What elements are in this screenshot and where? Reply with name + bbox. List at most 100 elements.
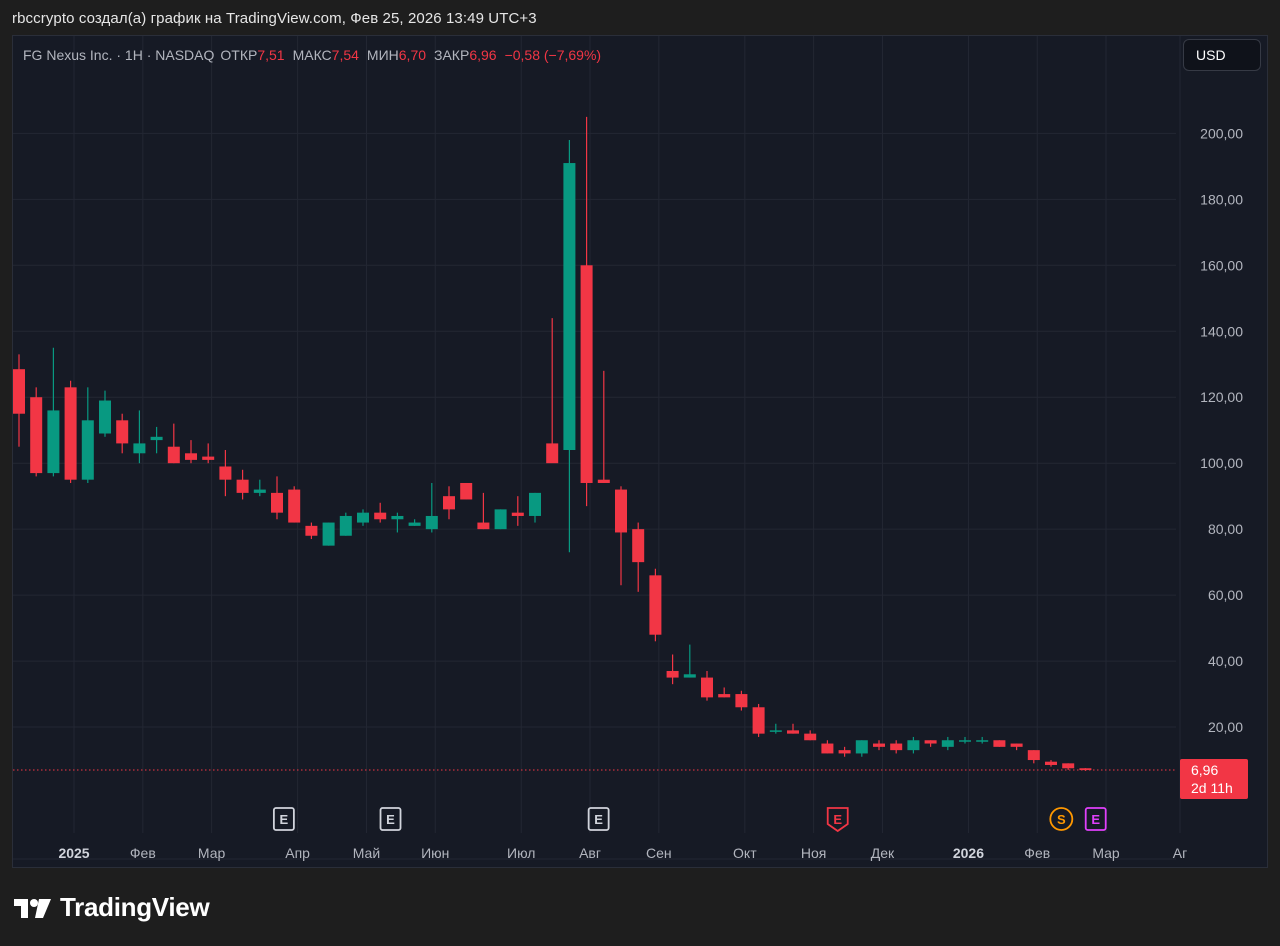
- y-tick-label: 40,00: [1208, 653, 1243, 669]
- earnings-event-icon[interactable]: E: [1084, 807, 1107, 831]
- close-value: 6,96: [469, 47, 497, 63]
- chart-legend: FG Nexus Inc. · 1H · NASDAQ ОТКР7,51 МАКС7…: [23, 47, 601, 63]
- candle-body: [838, 750, 851, 754]
- candle-body: [1079, 768, 1092, 771]
- tradingview-logo[interactable]: TradingView: [14, 892, 210, 923]
- event-marker-label: E: [386, 812, 395, 827]
- candle-body: [64, 387, 77, 480]
- x-tick-label: Июн: [421, 845, 449, 861]
- candle-body: [735, 694, 748, 708]
- candle-body: [683, 674, 696, 678]
- x-tick-label: Мар: [1092, 845, 1120, 861]
- open-label: ОТКР: [220, 47, 258, 63]
- symbol-title[interactable]: FG Nexus Inc. · 1H · NASDAQ: [23, 47, 215, 63]
- x-tick-label: Ноя: [801, 845, 826, 861]
- candle-body: [993, 740, 1006, 747]
- high-value: 7,54: [331, 47, 359, 63]
- event-marker-shield: [826, 807, 849, 833]
- candle-body: [821, 743, 834, 754]
- x-tick-label: Июл: [507, 845, 535, 861]
- candle-body: [305, 525, 318, 536]
- candle-body: [1062, 763, 1075, 769]
- candle-body: [632, 529, 645, 563]
- candle-body: [339, 515, 352, 536]
- event-marker-label: E: [594, 812, 603, 827]
- candle-body: [322, 522, 335, 546]
- low-label: МИН: [366, 47, 399, 63]
- bar-countdown: 2d 11h: [1191, 780, 1233, 796]
- y-tick-label: 180,00: [1200, 191, 1243, 207]
- candle-body: [81, 420, 94, 480]
- candle-body: [511, 512, 524, 516]
- event-marker-box: [272, 807, 295, 831]
- earnings-event-icon[interactable]: E: [587, 807, 610, 831]
- candle-body: [443, 496, 455, 510]
- candle-body: [941, 740, 954, 747]
- earnings-event-icon[interactable]: E: [272, 807, 295, 831]
- low-value: 6,70: [398, 47, 427, 63]
- candle-body: [219, 466, 232, 480]
- event-marker-circle: [1049, 807, 1074, 831]
- y-tick-label: 20,00: [1208, 719, 1243, 735]
- last-price-value: 6,96: [1191, 762, 1218, 778]
- price-chart[interactable]: 200,00 180,00 160,00 140,00 120,00 100,00 80,0…: [13, 36, 1267, 867]
- y-tick-label: 60,00: [1208, 587, 1243, 603]
- chart-frame[interactable]: 200,00 180,00 160,00 140,00 120,00 100,00 80,0…: [12, 35, 1268, 868]
- earnings-event-icon[interactable]: E: [379, 807, 402, 831]
- x-tick-label: Фев: [1024, 845, 1050, 861]
- x-tick-label: Апр: [285, 845, 310, 861]
- candle-body: [391, 515, 404, 520]
- candle-body: [597, 479, 610, 483]
- chart-caption: rbccrypto создал(а) график на TradingVie…: [12, 10, 537, 27]
- tradingview-logo-icon: [14, 898, 51, 918]
- currency-button[interactable]: USD: [1183, 39, 1261, 71]
- candle-body: [752, 707, 765, 734]
- x-tick-label: Аг: [1173, 845, 1187, 861]
- event-marker-label: E: [280, 812, 289, 827]
- x-tick-label: 2026: [953, 845, 984, 861]
- candle-body: [855, 740, 868, 754]
- x-tick-label: Авг: [579, 845, 601, 861]
- candle-body: [116, 420, 129, 444]
- y-tick-label: 200,00: [1200, 125, 1243, 141]
- event-marker-box: [587, 807, 610, 831]
- split-event-icon[interactable]: S: [1049, 807, 1074, 831]
- candle-body: [288, 489, 301, 523]
- candle-body: [253, 489, 266, 493]
- candle-body: [787, 730, 799, 734]
- candle-body: [529, 492, 541, 516]
- candle-body: [460, 482, 473, 500]
- x-tick-label: Сен: [646, 845, 672, 861]
- price-change: −0,58 (−7,69%): [504, 47, 602, 63]
- candle-body: [425, 515, 438, 530]
- candle-body: [649, 575, 662, 635]
- candle-body: [563, 163, 576, 450]
- candle-body: [357, 512, 369, 523]
- close-label: ЗАКР: [434, 47, 470, 63]
- y-tick-label: 140,00: [1200, 323, 1243, 339]
- candle-body: [374, 512, 387, 520]
- last-price-tag: 6,96 2d 11h: [1180, 759, 1248, 800]
- x-tick-label: Фев: [130, 845, 156, 861]
- candle-body: [580, 265, 593, 483]
- event-marker-label: E: [1091, 812, 1100, 827]
- candle-body: [1010, 743, 1023, 747]
- candle-body: [718, 694, 731, 698]
- candle-body: [167, 446, 180, 464]
- y-tick-label: 160,00: [1200, 257, 1243, 273]
- x-tick-label: 2025: [58, 845, 89, 861]
- candle-body: [408, 522, 421, 526]
- candle-body: [202, 456, 215, 460]
- candle-body: [47, 410, 60, 474]
- y-tick-label: 80,00: [1208, 521, 1243, 537]
- y-tick-label: 120,00: [1200, 389, 1243, 405]
- candle-body: [271, 492, 283, 513]
- last-price-tag-bg: [1180, 759, 1248, 800]
- candle-body: [30, 397, 43, 474]
- candle-body: [804, 733, 817, 741]
- candle-body: [1027, 750, 1040, 761]
- candle-body: [477, 522, 490, 530]
- high-label: МАКС: [292, 47, 332, 63]
- x-tick-label: Дек: [871, 845, 895, 861]
- earnings-event-icon[interactable]: E: [826, 807, 849, 833]
